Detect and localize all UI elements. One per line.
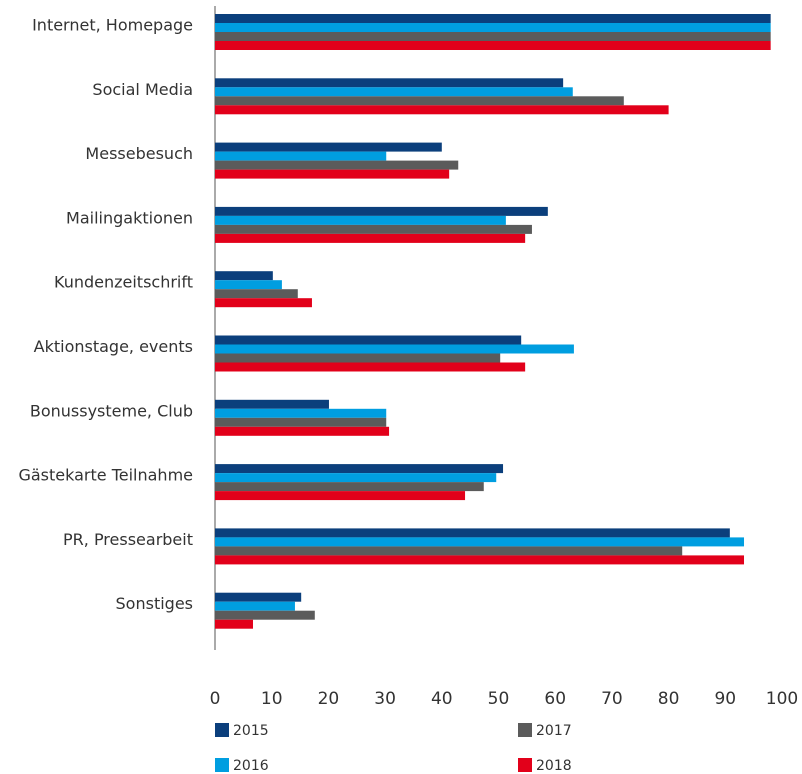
y-tick-label: Gästekarte Teilnahme (18, 466, 193, 485)
x-tick-label: 90 (714, 689, 736, 709)
bar (215, 473, 497, 483)
bar (215, 592, 302, 602)
bar (215, 87, 573, 97)
bar (215, 482, 484, 492)
bar (215, 32, 771, 41)
bar (215, 417, 387, 427)
x-tick-label: 20 (318, 689, 340, 709)
bar (215, 353, 501, 363)
bar (215, 298, 312, 308)
legend-swatch (518, 723, 532, 737)
y-tick-label: Internet, Homepage (32, 16, 193, 35)
y-tick-label: Kundenzeitschrift (54, 273, 193, 292)
bar (215, 215, 506, 225)
bar (215, 78, 564, 88)
legend-label: 2017 (536, 723, 572, 739)
bar (215, 555, 745, 565)
x-tick-label: 10 (261, 689, 283, 709)
legend-swatch (215, 758, 229, 772)
bar (215, 23, 771, 32)
bar (215, 610, 315, 620)
bar (215, 142, 442, 152)
bar (215, 546, 683, 556)
legend-label: 2016 (233, 758, 269, 774)
legend-label: 2018 (536, 758, 572, 774)
bar (215, 41, 771, 50)
bar (215, 464, 504, 474)
bar (215, 619, 253, 629)
bar (215, 362, 526, 372)
bar (215, 151, 387, 161)
bar (215, 169, 450, 179)
bar (215, 426, 390, 436)
bar (215, 280, 282, 290)
x-tick-label: 40 (431, 689, 453, 709)
bar (215, 14, 771, 23)
bar (215, 491, 466, 501)
y-tick-label: Sonstiges (116, 594, 193, 613)
x-tick-label: 50 (488, 689, 510, 709)
legend-swatch (215, 723, 229, 737)
bar (215, 289, 298, 299)
bar (215, 537, 745, 547)
bar (215, 96, 624, 106)
x-tick-label: 30 (374, 689, 396, 709)
bar (215, 408, 387, 418)
legend-label: 2015 (233, 723, 269, 739)
x-tick-label: 0 (210, 689, 221, 709)
y-tick-label: Aktionstage, events (34, 337, 193, 356)
y-tick-label: PR, Pressearbeit (63, 530, 193, 549)
y-tick-label: Mailingaktionen (66, 208, 193, 227)
y-tick-label: Bonussysteme, Club (30, 401, 193, 420)
x-tick-label: 80 (658, 689, 680, 709)
y-tick-label: Social Media (92, 80, 193, 99)
bar (215, 528, 730, 538)
bar (215, 601, 295, 611)
bar (215, 160, 459, 170)
bar (215, 105, 669, 115)
bar (215, 224, 532, 234)
x-tick-label: 70 (601, 689, 623, 709)
bar (215, 399, 329, 409)
bar (215, 335, 522, 345)
y-tick-label: Messebesuch (85, 144, 193, 163)
x-tick-label: 60 (544, 689, 566, 709)
bar (215, 344, 574, 354)
x-tick-label: 100 (766, 689, 798, 709)
bar (215, 206, 548, 216)
bar (215, 233, 526, 243)
bar (215, 271, 273, 281)
legend-swatch (518, 758, 532, 772)
